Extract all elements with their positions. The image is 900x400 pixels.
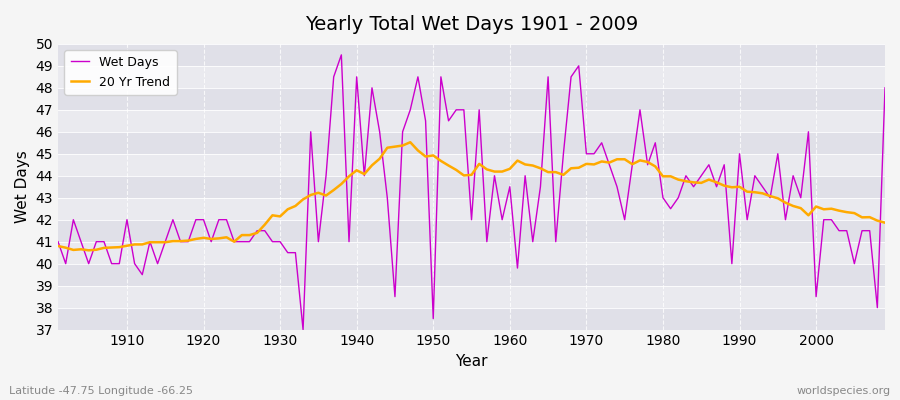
20 Yr Trend	[336, 182, 346, 186]
Bar	[58, 286, 885, 308]
Wet Days	[298, 327, 309, 332]
Bar	[58, 264, 885, 286]
Bar	[58, 176, 885, 198]
Wet Days	[336, 52, 346, 57]
Bar	[58, 308, 885, 330]
Wet Days	[52, 239, 63, 244]
Bar	[58, 198, 885, 220]
Bar	[58, 154, 885, 176]
20 Yr Trend	[612, 157, 623, 162]
20 Yr Trend	[405, 140, 416, 145]
20 Yr Trend	[290, 204, 301, 208]
Line: 20 Yr Trend: 20 Yr Trend	[58, 142, 885, 250]
20 Yr Trend	[84, 248, 94, 253]
20 Yr Trend	[519, 162, 530, 167]
Wet Days	[114, 261, 125, 266]
Text: Latitude -47.75 Longitude -66.25: Latitude -47.75 Longitude -66.25	[9, 386, 193, 396]
20 Yr Trend	[52, 244, 63, 248]
Wet Days	[283, 250, 293, 255]
Bar	[58, 88, 885, 110]
Bar	[58, 44, 885, 66]
Bar	[58, 220, 885, 242]
Bar	[58, 242, 885, 264]
20 Yr Trend	[122, 243, 132, 248]
Line: Wet Days: Wet Days	[58, 55, 885, 330]
Title: Yearly Total Wet Days 1901 - 2009: Yearly Total Wet Days 1901 - 2009	[305, 15, 638, 34]
Wet Days	[879, 86, 890, 90]
Wet Days	[512, 266, 523, 270]
20 Yr Trend	[879, 220, 890, 225]
Wet Days	[344, 239, 355, 244]
Text: worldspecies.org: worldspecies.org	[796, 386, 891, 396]
Bar	[58, 132, 885, 154]
Bar	[58, 110, 885, 132]
20 Yr Trend	[512, 158, 523, 163]
Legend: Wet Days, 20 Yr Trend: Wet Days, 20 Yr Trend	[64, 50, 176, 95]
Y-axis label: Wet Days: Wet Days	[15, 150, 30, 223]
Wet Days	[612, 184, 623, 189]
X-axis label: Year: Year	[455, 354, 488, 369]
Bar	[58, 66, 885, 88]
Wet Days	[519, 173, 530, 178]
